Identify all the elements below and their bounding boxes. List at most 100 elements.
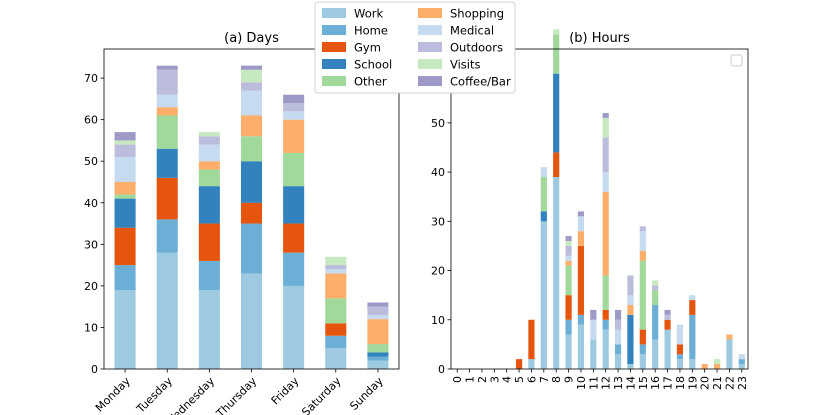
bar-monday-gym (114, 227, 136, 266)
bar-14-school (627, 314, 634, 365)
y-tick-label: 10 (431, 314, 445, 327)
bar-wednesday-work (198, 290, 220, 369)
bar-13-work (614, 354, 622, 369)
y-tick-label: 30 (84, 238, 98, 251)
bar-17-gym (664, 319, 671, 330)
y-tick-label: 70 (84, 72, 98, 85)
bar-19-gym (689, 300, 696, 315)
bar-sunday-coffee-bar (367, 302, 389, 307)
x-tick-label-6: 6 (525, 376, 538, 383)
bar-22-work (726, 339, 733, 369)
legend-label-home: Home (354, 24, 388, 38)
bar-9-home (565, 319, 572, 335)
y-tick-label: 10 (84, 321, 98, 334)
y-tick-label: 40 (431, 166, 445, 179)
bar-monday-visits (114, 140, 136, 145)
bar-monday-medical (114, 157, 136, 182)
bar-12-medical (602, 172, 609, 192)
bars (114, 65, 389, 369)
bar-14-work (627, 364, 634, 369)
bar-tuesday-medical (156, 94, 178, 108)
bar-14-shopping (627, 305, 634, 315)
bar-wednesday-home (198, 260, 220, 291)
bar-monday-outdoors (114, 144, 136, 158)
bar-7-medical (540, 167, 547, 177)
bar-monday-shopping (114, 181, 136, 195)
bar-10-medical (577, 216, 585, 232)
x-tick-label-21: 21 (711, 376, 724, 390)
bar-saturday-home (325, 335, 347, 349)
y-tick-label: 0 (91, 363, 98, 376)
x-tick-label-4: 4 (501, 376, 514, 383)
bar-10-gym (577, 245, 585, 315)
bar-22-shopping (726, 334, 733, 340)
bar-friday-work (283, 285, 305, 369)
bar-friday-outdoors (283, 103, 305, 112)
bar-18-gym (676, 344, 684, 355)
bar-wednesday-other (198, 169, 220, 187)
y-tick-label: 0 (438, 363, 445, 376)
bar-thursday-medical (240, 90, 263, 116)
legend-swatch-gym (322, 42, 346, 52)
bar-11-work (590, 339, 597, 369)
x-tick-label-sunday: Sunday (347, 374, 386, 413)
bar-12-shopping (602, 191, 609, 276)
bar-monday-school (114, 198, 136, 228)
legend-swatch-coffee-bar (418, 76, 442, 86)
x-tick-label-18: 18 (674, 376, 687, 390)
bar-9-gym (565, 295, 572, 320)
bar-9-medical (565, 255, 572, 261)
bar-saturday-visits (325, 256, 347, 266)
bar-sunday-shopping (367, 319, 389, 345)
bar-14-outdoors (627, 275, 634, 296)
bar-12-home (602, 319, 609, 330)
bar-friday-medical (283, 111, 305, 120)
bar-15-gym (639, 329, 646, 345)
bar-tuesday-gym (156, 177, 178, 220)
bar-thursday-visits (240, 69, 263, 83)
bar-thursday-work (240, 273, 263, 369)
legend-swatch-outdoors (418, 42, 442, 52)
bar-9-visits (565, 241, 572, 246)
bar-tuesday-school (156, 148, 178, 178)
bar-5-gym (515, 359, 523, 369)
x-tick-label-10: 10 (575, 376, 588, 390)
legend-label-coffee-bar: Coffee/Bar (450, 75, 511, 89)
bar-15-outdoors (639, 226, 646, 232)
bar-16-visits (652, 280, 659, 286)
bar-8-gym (553, 152, 560, 177)
bar-20-shopping (701, 364, 708, 369)
bar-wednesday-outdoors (198, 136, 220, 145)
bar-friday-coffee-bar (283, 94, 305, 104)
legend-label-shopping: Shopping (450, 7, 504, 21)
bar-tuesday-other (156, 115, 178, 149)
bar-friday-gym (283, 223, 305, 253)
bar-friday-home (283, 252, 305, 286)
bar-10-coffee-bar (577, 211, 585, 217)
legend-swatch-school (322, 59, 346, 69)
bar-thursday-outdoors (240, 82, 263, 91)
x-tick-label-3: 3 (488, 376, 501, 383)
bar-13-home (614, 344, 622, 355)
x-tick-label-tuesday: Tuesday (133, 374, 175, 415)
bar-9-coffee-bar (565, 236, 572, 241)
bar-15-shopping (639, 250, 646, 261)
legend-swatch-home (322, 25, 346, 35)
bar-7-other (540, 177, 547, 212)
x-tick-label-14: 14 (624, 376, 637, 390)
x-tick-label-16: 16 (649, 376, 662, 390)
x-tick-label-thursday: Thursday (213, 374, 259, 415)
bar-8-other (553, 34, 560, 74)
y-tick-label: 20 (431, 265, 445, 278)
bar-16-home (652, 305, 659, 340)
bar-10-shopping (577, 231, 585, 246)
bar-10-work (577, 324, 585, 369)
legend-label-work: Work (354, 7, 383, 21)
legend-swatch-medical (418, 25, 442, 35)
bar-19-medical (689, 295, 696, 301)
bar-friday-school (283, 186, 305, 224)
bar-wednesday-gym (198, 223, 220, 261)
bar-7-work (540, 221, 547, 369)
bar-wednesday-shopping (198, 161, 220, 170)
